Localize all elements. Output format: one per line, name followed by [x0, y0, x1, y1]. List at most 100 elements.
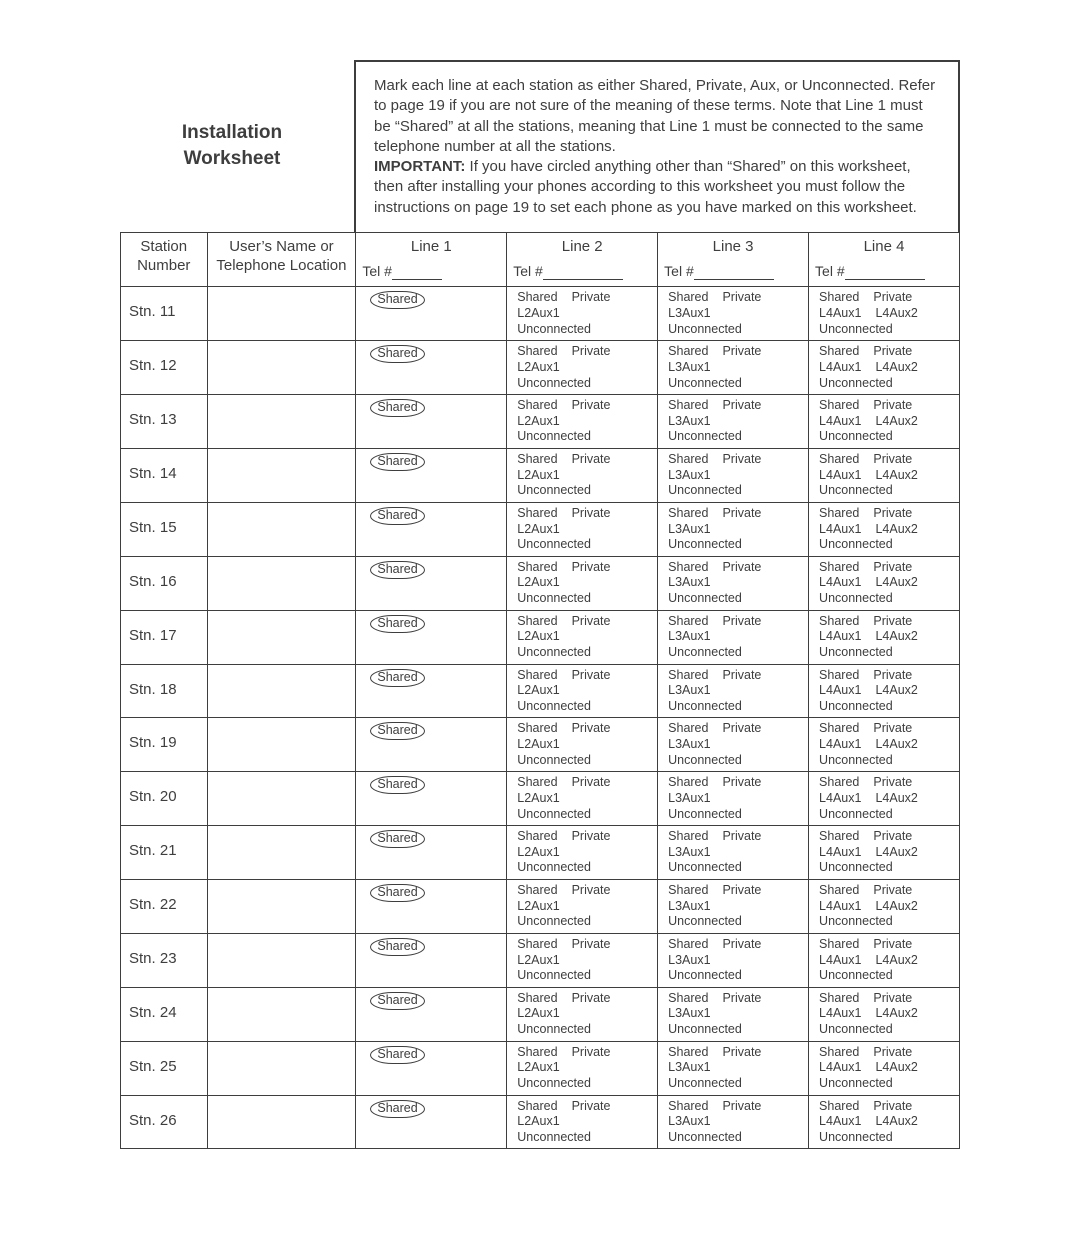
option-label: Shared — [517, 1045, 557, 1061]
line3-cell[interactable]: SharedPrivateL3Aux1Unconnected — [658, 987, 809, 1041]
line3-cell[interactable]: SharedPrivateL3Aux1Unconnected — [658, 718, 809, 772]
line3-cell[interactable]: SharedPrivateL3Aux1Unconnected — [658, 610, 809, 664]
line1-cell[interactable]: Shared — [356, 1095, 507, 1149]
line2-cell[interactable]: SharedPrivateL2Aux1Unconnected — [507, 718, 658, 772]
option-label: Private — [722, 398, 761, 414]
line1-cell[interactable]: Shared — [356, 287, 507, 341]
tel-blank[interactable] — [694, 279, 774, 280]
line3-cell[interactable]: SharedPrivateL3Aux1Unconnected — [658, 449, 809, 503]
line3-cell[interactable]: SharedPrivateL3Aux1Unconnected — [658, 933, 809, 987]
line3-cell[interactable]: SharedPrivateL3Aux1Unconnected — [658, 772, 809, 826]
line4-cell[interactable]: SharedPrivateL4Aux1L4Aux2Unconnected — [809, 610, 960, 664]
user-name-cell[interactable] — [207, 610, 356, 664]
option-label: Private — [873, 991, 912, 1007]
line3-cell[interactable]: SharedPrivateL3Aux1Unconnected — [658, 556, 809, 610]
line2-cell[interactable]: SharedPrivateL2Aux1Unconnected — [507, 1095, 658, 1149]
line2-cell[interactable]: SharedPrivateL2Aux1Unconnected — [507, 287, 658, 341]
line2-cell[interactable]: SharedPrivateL2Aux1Unconnected — [507, 772, 658, 826]
line1-cell[interactable]: Shared — [356, 880, 507, 934]
line4-cell[interactable]: SharedPrivateL4Aux1L4Aux2Unconnected — [809, 395, 960, 449]
line2-cell[interactable]: SharedPrivateL2Aux1Unconnected — [507, 502, 658, 556]
option-row: SharedPrivate — [668, 937, 802, 953]
line3-cell[interactable]: SharedPrivateL3Aux1Unconnected — [658, 664, 809, 718]
line4-cell[interactable]: SharedPrivateL4Aux1L4Aux2Unconnected — [809, 287, 960, 341]
title-line-1: Installation — [182, 122, 282, 143]
line4-cell[interactable]: SharedPrivateL4Aux1L4Aux2Unconnected — [809, 880, 960, 934]
line1-cell[interactable]: Shared — [356, 395, 507, 449]
tel-blank[interactable] — [543, 279, 623, 280]
user-name-cell[interactable] — [207, 556, 356, 610]
user-name-cell[interactable] — [207, 718, 356, 772]
line1-cell[interactable]: Shared — [356, 502, 507, 556]
line2-cell[interactable]: SharedPrivateL2Aux1Unconnected — [507, 987, 658, 1041]
line3-cell[interactable]: SharedPrivateL3Aux1Unconnected — [658, 287, 809, 341]
line2-cell[interactable]: SharedPrivateL2Aux1Unconnected — [507, 826, 658, 880]
line2-cell[interactable]: SharedPrivateL2Aux1Unconnected — [507, 341, 658, 395]
line1-cell[interactable]: Shared — [356, 933, 507, 987]
user-name-cell[interactable] — [207, 880, 356, 934]
line1-cell[interactable]: Shared — [356, 664, 507, 718]
user-name-cell[interactable] — [207, 987, 356, 1041]
user-name-cell[interactable] — [207, 933, 356, 987]
tel-blank[interactable] — [845, 279, 925, 280]
line1-cell[interactable]: Shared — [356, 449, 507, 503]
line4-cell[interactable]: SharedPrivateL4Aux1L4Aux2Unconnected — [809, 449, 960, 503]
line3-cell[interactable]: SharedPrivateL3Aux1Unconnected — [658, 880, 809, 934]
line4-cell[interactable]: SharedPrivateL4Aux1L4Aux2Unconnected — [809, 826, 960, 880]
line4-cell[interactable]: SharedPrivateL4Aux1L4Aux2Unconnected — [809, 341, 960, 395]
user-name-cell[interactable] — [207, 1041, 356, 1095]
line2-cell[interactable]: SharedPrivateL2Aux1Unconnected — [507, 395, 658, 449]
line1-cell[interactable]: Shared — [356, 556, 507, 610]
line4-cell[interactable]: SharedPrivateL4Aux1L4Aux2Unconnected — [809, 1095, 960, 1149]
line2-cell[interactable]: SharedPrivateL2Aux1Unconnected — [507, 449, 658, 503]
line3-cell[interactable]: SharedPrivateL3Aux1Unconnected — [658, 395, 809, 449]
line2-cell[interactable]: SharedPrivateL2Aux1Unconnected — [507, 933, 658, 987]
option-row: Unconnected — [819, 537, 953, 553]
line3-cell[interactable]: SharedPrivateL3Aux1Unconnected — [658, 502, 809, 556]
line4-cell[interactable]: SharedPrivateL4Aux1L4Aux2Unconnected — [809, 556, 960, 610]
line2-cell[interactable]: SharedPrivateL2Aux1Unconnected — [507, 610, 658, 664]
line3-cell[interactable]: SharedPrivateL3Aux1Unconnected — [658, 1041, 809, 1095]
option-label: Shared — [517, 775, 557, 791]
option-row: Unconnected — [517, 968, 651, 984]
shared-circled: Shared — [370, 615, 424, 633]
user-name-cell[interactable] — [207, 395, 356, 449]
line1-cell[interactable]: Shared — [356, 718, 507, 772]
user-name-cell[interactable] — [207, 341, 356, 395]
worksheet-title: Installation Worksheet — [120, 60, 354, 232]
line2-cell[interactable]: SharedPrivateL2Aux1Unconnected — [507, 556, 658, 610]
user-name-cell[interactable] — [207, 502, 356, 556]
line1-cell[interactable]: Shared — [356, 826, 507, 880]
option-row: SharedPrivate — [819, 1099, 953, 1115]
user-name-cell[interactable] — [207, 826, 356, 880]
line1-cell[interactable]: Shared — [356, 610, 507, 664]
line2-cell[interactable]: SharedPrivateL2Aux1Unconnected — [507, 880, 658, 934]
line3-cell[interactable]: SharedPrivateL3Aux1Unconnected — [658, 341, 809, 395]
line4-cell[interactable]: SharedPrivateL4Aux1L4Aux2Unconnected — [809, 772, 960, 826]
line4-cell[interactable]: SharedPrivateL4Aux1L4Aux2Unconnected — [809, 664, 960, 718]
user-name-cell[interactable] — [207, 287, 356, 341]
user-name-cell[interactable] — [207, 1095, 356, 1149]
line3-cell[interactable]: SharedPrivateL3Aux1Unconnected — [658, 1095, 809, 1149]
line3-cell[interactable]: SharedPrivateL3Aux1Unconnected — [658, 826, 809, 880]
line1-cell[interactable]: Shared — [356, 772, 507, 826]
option-row: L2Aux1 — [517, 683, 651, 699]
option-label: Private — [572, 883, 611, 899]
tel-blank[interactable] — [392, 279, 442, 280]
line2-cell[interactable]: SharedPrivateL2Aux1Unconnected — [507, 664, 658, 718]
line2-cell[interactable]: SharedPrivateL2Aux1Unconnected — [507, 1041, 658, 1095]
user-name-cell[interactable] — [207, 664, 356, 718]
line4-cell[interactable]: SharedPrivateL4Aux1L4Aux2Unconnected — [809, 718, 960, 772]
line4-cell[interactable]: SharedPrivateL4Aux1L4Aux2Unconnected — [809, 502, 960, 556]
option-label: Private — [873, 452, 912, 468]
line1-cell[interactable]: Shared — [356, 1041, 507, 1095]
line4-cell[interactable]: SharedPrivateL4Aux1L4Aux2Unconnected — [809, 1041, 960, 1095]
user-name-cell[interactable] — [207, 449, 356, 503]
header-line-1-text: Line 1 — [411, 238, 452, 255]
line1-cell[interactable]: Shared — [356, 341, 507, 395]
option-label: Shared — [668, 991, 708, 1007]
line4-cell[interactable]: SharedPrivateL4Aux1L4Aux2Unconnected — [809, 987, 960, 1041]
line4-cell[interactable]: SharedPrivateL4Aux1L4Aux2Unconnected — [809, 933, 960, 987]
line1-cell[interactable]: Shared — [356, 987, 507, 1041]
user-name-cell[interactable] — [207, 772, 356, 826]
